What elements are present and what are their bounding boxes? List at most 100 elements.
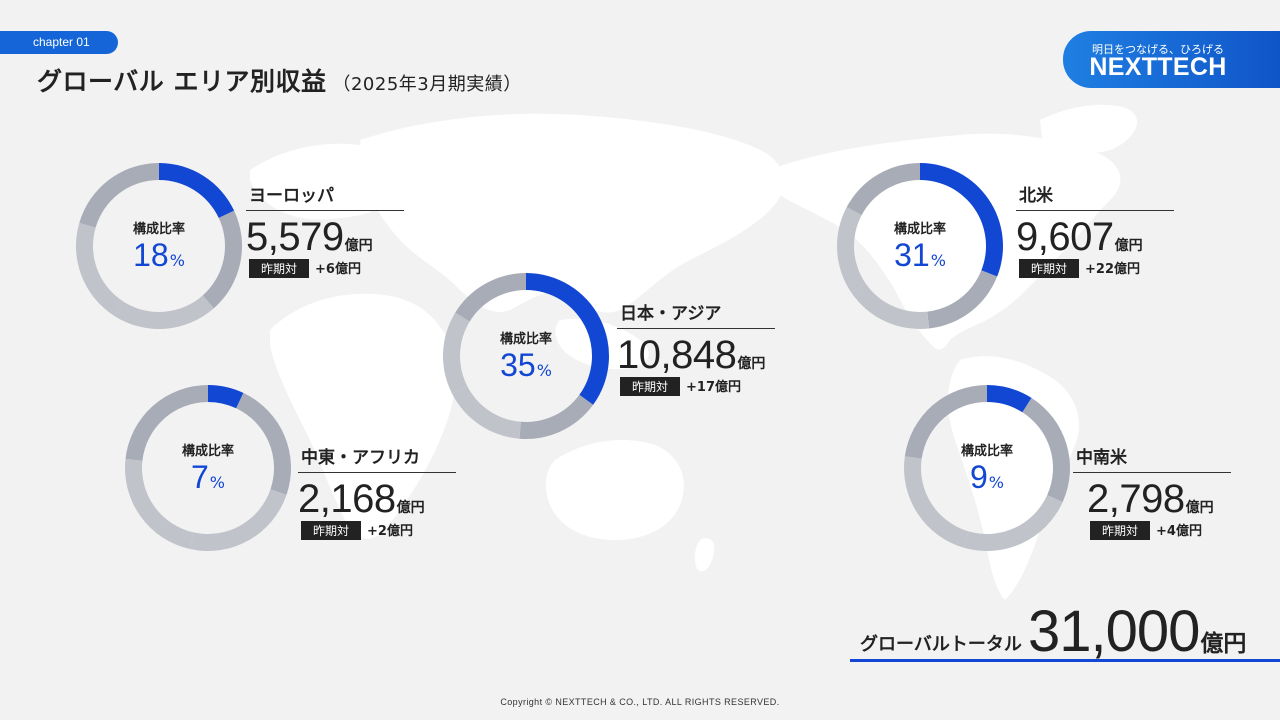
total-value: 31,000 bbox=[1028, 599, 1200, 664]
map-greenland bbox=[1040, 104, 1138, 154]
yoy-tag: 昨期対 bbox=[620, 377, 681, 396]
donut-remainder-segment bbox=[76, 222, 124, 317]
ratio-unit: % bbox=[209, 473, 225, 492]
donut-center: 構成比率 18% bbox=[74, 161, 244, 331]
amount-unit: 億円 bbox=[737, 356, 766, 372]
donut-remainder-segment bbox=[837, 207, 866, 293]
region-info-europe: ヨーロッパ 5,579億円 昨期対 +6億円 bbox=[246, 181, 404, 278]
yoy-row: 昨期対 +22億円 bbox=[1016, 258, 1174, 278]
donut-remainder-segment bbox=[79, 163, 159, 228]
yoy-row: 昨期対 +17億円 bbox=[617, 376, 775, 396]
ratio-label: 構成比率 bbox=[132, 222, 185, 237]
yoy-row: 昨期対 +4億円 bbox=[1073, 520, 1231, 540]
ratio-unit: % bbox=[169, 251, 185, 270]
brand-badge: 明日をつなげる、ひろげる NEXTTECH bbox=[1063, 31, 1280, 88]
ratio-value: 35% bbox=[441, 347, 611, 384]
ratio-label: 構成比率 bbox=[893, 222, 946, 237]
yoy-row: 昨期対 +2億円 bbox=[298, 520, 456, 540]
donut-remainder-segment bbox=[455, 273, 526, 322]
brand-logo: NEXTTECH bbox=[1089, 53, 1227, 81]
region-info-middle-east-africa: 中東・アフリカ 2,168億円 昨期対 +2億円 bbox=[298, 443, 456, 540]
donut-remainder-segment bbox=[124, 458, 194, 550]
donut-chart-latin-america bbox=[904, 385, 1070, 551]
page-title-main: グローバル エリア別収益 bbox=[37, 67, 327, 96]
ratio-unit: % bbox=[930, 251, 946, 270]
total-value-wrap: 31,000億円 bbox=[1028, 598, 1246, 665]
ratio-number: 7 bbox=[191, 459, 209, 495]
donut-remainder-segment bbox=[851, 283, 930, 329]
ratio-label: 構成比率 bbox=[960, 444, 1013, 459]
ratio-value: 7% bbox=[123, 459, 293, 496]
donut-remainder-segment bbox=[125, 385, 208, 461]
donut-chart-north-america bbox=[837, 163, 1003, 329]
map-north-america bbox=[770, 133, 1121, 350]
ratio-number: 18 bbox=[133, 237, 169, 273]
global-total: グローバルトータル 31,000億円 bbox=[850, 596, 1280, 665]
donut-chart-japan-asia bbox=[443, 273, 609, 439]
donut-chart-europe bbox=[76, 163, 242, 329]
chapter-tag: chapter 01 bbox=[0, 31, 118, 54]
yoy-row: 昨期対 +6億円 bbox=[246, 258, 404, 278]
donut-remainder-segment bbox=[202, 210, 242, 309]
region-name: 北米 bbox=[1016, 181, 1174, 211]
donut-remainder-segment bbox=[452, 385, 521, 439]
donut-share-segment bbox=[208, 385, 244, 409]
donut-remainder-segment bbox=[963, 495, 1063, 551]
amount-value: 9,607 bbox=[1016, 215, 1114, 259]
yoy-value: +6億円 bbox=[315, 262, 361, 277]
yoy-tag: 昨期対 bbox=[1019, 259, 1080, 278]
donut-remainder-segment bbox=[1022, 397, 1070, 503]
yoy-tag: 昨期対 bbox=[301, 521, 362, 540]
yoy-value: +17億円 bbox=[686, 380, 741, 395]
yoy-value: +4億円 bbox=[1156, 524, 1202, 539]
region-info-north-america: 北米 9,607億円 昨期対 +22億円 bbox=[1016, 181, 1174, 278]
donut-remainder-segment bbox=[443, 312, 470, 394]
amount-value: 10,848 bbox=[617, 333, 737, 377]
donut-remainder-segment bbox=[114, 295, 214, 329]
amount-row: 9,607億円 bbox=[1016, 215, 1174, 260]
ratio-unit: % bbox=[988, 473, 1004, 492]
amount-value: 2,168 bbox=[298, 477, 396, 521]
region-info-latin-america: 中南米 2,798億円 昨期対 +4億円 bbox=[1073, 443, 1231, 540]
region-name: 中東・アフリカ bbox=[298, 443, 456, 473]
donut-center: 構成比率 7% bbox=[123, 383, 293, 553]
ratio-value: 31% bbox=[835, 237, 1005, 274]
region-name: 中南米 bbox=[1073, 443, 1231, 473]
ratio-number: 35 bbox=[500, 347, 536, 383]
ratio-number: 9 bbox=[970, 459, 988, 495]
amount-row: 2,168億円 bbox=[298, 477, 456, 522]
donut-share-segment bbox=[526, 273, 609, 405]
yoy-tag: 昨期対 bbox=[249, 259, 310, 278]
donut-chart-middle-east-africa bbox=[124, 385, 291, 551]
region-name: 日本・アジア bbox=[617, 299, 775, 329]
donut-share-segment bbox=[920, 163, 1003, 277]
donut-share-segment bbox=[159, 163, 235, 218]
region-name: ヨーロッパ bbox=[246, 181, 404, 211]
amount-unit: 億円 bbox=[396, 500, 425, 516]
ratio-label: 構成比率 bbox=[499, 332, 552, 347]
yoy-value: +22億円 bbox=[1085, 262, 1140, 277]
region-info-japan-asia: 日本・アジア 10,848億円 昨期対 +17億円 bbox=[617, 299, 775, 396]
ratio-number: 31 bbox=[894, 237, 930, 273]
ratio-value: 18% bbox=[74, 237, 244, 274]
map-new-zealand bbox=[694, 538, 715, 572]
ratio-label: 構成比率 bbox=[181, 444, 234, 459]
amount-row: 5,579億円 bbox=[246, 215, 404, 260]
ratio-value: 9% bbox=[902, 459, 1072, 496]
donut-remainder-segment bbox=[904, 385, 987, 459]
yoy-value: +2億円 bbox=[367, 524, 413, 539]
amount-unit: 億円 bbox=[344, 238, 373, 254]
donut-remainder-segment bbox=[189, 489, 287, 551]
amount-row: 10,848億円 bbox=[617, 333, 775, 378]
amount-unit: 億円 bbox=[1114, 238, 1143, 254]
donut-remainder-segment bbox=[927, 270, 998, 329]
amount-unit: 億円 bbox=[1185, 500, 1214, 516]
total-unit: 億円 bbox=[1200, 630, 1247, 656]
amount-row: 2,798億円 bbox=[1073, 477, 1231, 522]
donut-center: 構成比率 31% bbox=[835, 161, 1005, 331]
copyright-footer: Copyright © NEXTTECH & CO., LTD. ALL RIG… bbox=[500, 697, 780, 707]
donut-remainder-segment bbox=[236, 392, 291, 495]
donut-center: 構成比率 9% bbox=[902, 383, 1072, 553]
ratio-unit: % bbox=[536, 361, 552, 380]
